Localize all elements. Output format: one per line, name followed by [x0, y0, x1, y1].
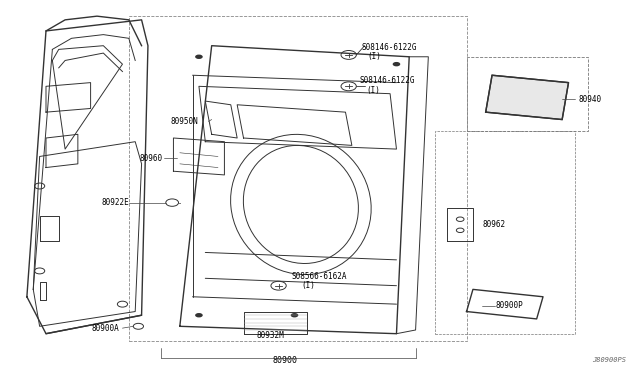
Circle shape	[195, 313, 203, 317]
Text: S08146-6122G: S08146-6122G	[362, 43, 417, 52]
Bar	[467, 57, 588, 131]
Text: 80900P: 80900P	[495, 301, 523, 311]
Polygon shape	[486, 75, 568, 119]
Text: 80950N: 80950N	[170, 117, 198, 126]
Circle shape	[195, 55, 203, 59]
Text: 80932M: 80932M	[256, 331, 284, 340]
Text: (I): (I)	[301, 281, 315, 290]
Text: 80900A: 80900A	[92, 324, 119, 333]
Circle shape	[291, 313, 298, 317]
Text: 80940: 80940	[578, 95, 601, 104]
Text: J80900PS: J80900PS	[592, 357, 626, 363]
Bar	[435, 131, 575, 334]
Text: (I): (I)	[368, 52, 381, 61]
Text: S08146-6122G: S08146-6122G	[360, 76, 415, 85]
Text: S08566-6162A: S08566-6162A	[291, 272, 347, 281]
Circle shape	[393, 62, 400, 66]
Text: (I): (I)	[366, 86, 380, 94]
Text: 80960: 80960	[140, 154, 163, 163]
Text: 80900: 80900	[273, 356, 298, 365]
Text: 80922E: 80922E	[101, 198, 129, 207]
Text: 80962: 80962	[483, 220, 506, 229]
Bar	[129, 16, 467, 341]
